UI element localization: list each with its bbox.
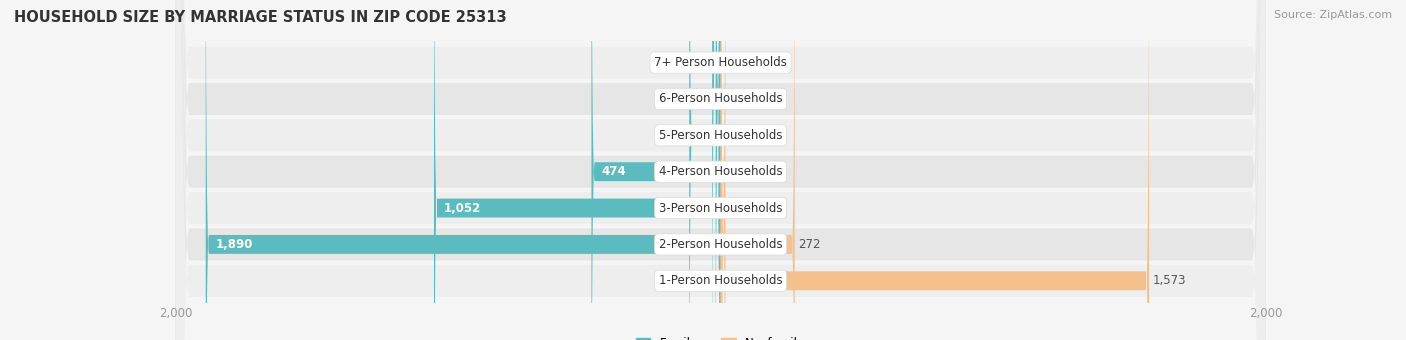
Text: 0: 0 [728, 129, 737, 142]
FancyBboxPatch shape [689, 0, 721, 340]
FancyBboxPatch shape [434, 0, 721, 340]
FancyBboxPatch shape [721, 0, 1149, 340]
Text: 272: 272 [799, 238, 821, 251]
Text: 0: 0 [728, 92, 737, 105]
FancyBboxPatch shape [721, 0, 794, 340]
FancyBboxPatch shape [176, 0, 1265, 340]
Text: 5-Person Households: 5-Person Households [659, 129, 782, 142]
Text: HOUSEHOLD SIZE BY MARRIAGE STATUS IN ZIP CODE 25313: HOUSEHOLD SIZE BY MARRIAGE STATUS IN ZIP… [14, 10, 506, 25]
Text: 4-Person Households: 4-Person Households [659, 165, 782, 178]
FancyBboxPatch shape [176, 0, 1265, 340]
Legend: Family, Nonfamily: Family, Nonfamily [631, 332, 810, 340]
Text: Source: ZipAtlas.com: Source: ZipAtlas.com [1274, 10, 1392, 20]
Text: 7+ Person Households: 7+ Person Households [654, 56, 787, 69]
Text: 3-Person Households: 3-Person Households [659, 202, 782, 215]
FancyBboxPatch shape [716, 0, 721, 340]
FancyBboxPatch shape [205, 0, 721, 340]
Text: 115: 115 [664, 129, 686, 142]
Text: 2-Person Households: 2-Person Households [659, 238, 782, 251]
Text: 1,573: 1,573 [1153, 274, 1185, 287]
FancyBboxPatch shape [592, 0, 721, 340]
Text: 31: 31 [695, 56, 709, 69]
FancyBboxPatch shape [176, 0, 1265, 340]
FancyBboxPatch shape [176, 0, 1265, 340]
Text: 474: 474 [600, 165, 626, 178]
Text: 0: 0 [728, 165, 737, 178]
FancyBboxPatch shape [176, 0, 1265, 340]
FancyBboxPatch shape [176, 0, 1265, 340]
Text: 0: 0 [728, 56, 737, 69]
Text: 1-Person Households: 1-Person Households [659, 274, 782, 287]
FancyBboxPatch shape [721, 0, 725, 340]
Text: 1,890: 1,890 [215, 238, 253, 251]
Text: 18: 18 [697, 92, 713, 105]
Text: 6-Person Households: 6-Person Households [659, 92, 782, 105]
FancyBboxPatch shape [711, 0, 721, 340]
FancyBboxPatch shape [176, 0, 1265, 340]
Text: 1,052: 1,052 [443, 202, 481, 215]
Text: 18: 18 [728, 202, 744, 215]
